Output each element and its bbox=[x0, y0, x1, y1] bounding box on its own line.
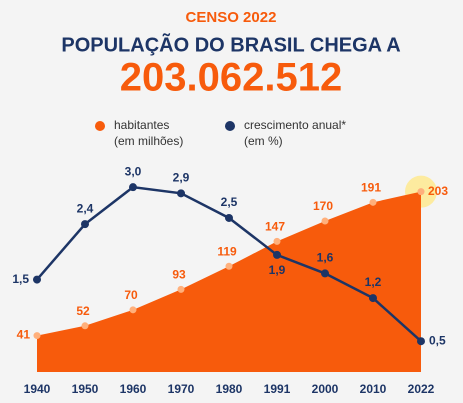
value-label: 0,5 bbox=[429, 333, 446, 347]
legend-label: habitantes bbox=[114, 118, 169, 132]
line-point bbox=[33, 275, 41, 284]
value-label: 147 bbox=[265, 220, 285, 234]
line-point bbox=[369, 294, 377, 303]
x-tick-label: 2000 bbox=[312, 382, 339, 396]
value-label: 2,5 bbox=[221, 195, 238, 209]
line-point bbox=[417, 337, 425, 346]
x-tick-label: 1980 bbox=[216, 382, 243, 396]
area-point bbox=[225, 262, 233, 270]
value-label: 2,9 bbox=[173, 170, 190, 184]
legend-note: (em %) bbox=[244, 134, 283, 148]
area-point bbox=[417, 188, 425, 196]
kicker: CENSO 2022 bbox=[186, 9, 277, 26]
x-tick-label: 1970 bbox=[168, 382, 195, 396]
legend-swatch bbox=[95, 121, 105, 131]
line-point bbox=[225, 213, 233, 222]
value-label: 1,6 bbox=[317, 251, 334, 265]
area-point bbox=[129, 306, 137, 314]
area bbox=[37, 191, 421, 372]
x-tick-label: 1960 bbox=[120, 382, 147, 396]
value-label: 70 bbox=[124, 288, 138, 302]
x-tick-label: 1950 bbox=[72, 382, 99, 396]
value-label: 191 bbox=[361, 180, 381, 194]
value-label: 1,9 bbox=[269, 263, 286, 277]
x-tick-label: 2022 bbox=[408, 382, 435, 396]
legend-swatch bbox=[225, 121, 235, 131]
area-point bbox=[177, 285, 185, 293]
x-tick-label: 1991 bbox=[264, 382, 291, 396]
area-point bbox=[81, 322, 89, 330]
chart-title: POPULAÇÃO DO BRASIL CHEGA A bbox=[61, 33, 400, 56]
legend-label: crescimento anual* bbox=[244, 118, 346, 132]
line-point bbox=[273, 250, 281, 259]
area-point bbox=[321, 217, 329, 225]
area-point bbox=[273, 237, 281, 245]
area-point bbox=[369, 198, 377, 206]
value-label: 1,2 bbox=[365, 275, 382, 289]
line-point bbox=[321, 269, 329, 278]
value-label: 41 bbox=[17, 328, 31, 342]
headline: 203.062.512 bbox=[120, 56, 342, 100]
value-label: 203 bbox=[428, 184, 448, 198]
area-point bbox=[33, 332, 41, 340]
line-point bbox=[81, 220, 89, 229]
line-point bbox=[129, 183, 137, 192]
x-tick-label: 2010 bbox=[360, 382, 387, 396]
value-label: 93 bbox=[172, 268, 186, 282]
line-point bbox=[177, 189, 185, 198]
value-label: 3,0 bbox=[125, 164, 142, 178]
value-label: 52 bbox=[76, 304, 90, 318]
x-tick-label: 1940 bbox=[24, 382, 51, 396]
value-label: 119 bbox=[217, 244, 237, 258]
legend-note: (em milhões) bbox=[114, 134, 183, 148]
value-label: 170 bbox=[313, 199, 333, 213]
value-label: 1,5 bbox=[12, 272, 29, 286]
value-label: 2,4 bbox=[77, 201, 94, 215]
